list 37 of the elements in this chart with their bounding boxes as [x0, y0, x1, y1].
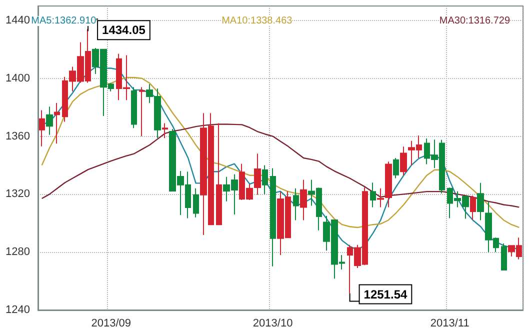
candlestick: [139, 86, 145, 137]
y-tick-label: 1240: [6, 304, 30, 316]
x-tick-label: 2013/11: [430, 318, 470, 329]
y-tick-label: 1320: [6, 188, 30, 200]
candlestick: [54, 102, 60, 144]
candlestick: [216, 122, 222, 226]
candlestick: [39, 110, 45, 147]
candlestick: [370, 182, 376, 208]
annotation: 1251.54: [364, 287, 408, 302]
candlestick: [393, 158, 399, 179]
text: MA30:1316.729: [439, 16, 510, 26]
candlestick: [300, 179, 307, 221]
candlestick: [377, 188, 384, 208]
candlestick: [385, 161, 392, 208]
text: MA5:1362.910: [31, 16, 97, 26]
text: MA10:1338.463: [222, 16, 293, 26]
candlestick: [262, 164, 268, 195]
candlestick: [193, 188, 199, 218]
x-tick-label: 2013/10: [252, 318, 293, 329]
candlestick: [400, 146, 407, 176]
candlestick: [477, 182, 484, 221]
y-tick-label: 1400: [6, 72, 30, 84]
x-tick-label: 2013/09: [91, 318, 132, 329]
y-tick-label: 1280: [6, 246, 30, 258]
candlestick: [270, 168, 276, 267]
candlestick: [501, 242, 507, 271]
candlestick: [46, 106, 53, 136]
line-series: [41, 124, 520, 208]
candlestick: [162, 122, 168, 139]
candlestick: [470, 195, 476, 220]
y-tick-label: 1440: [6, 14, 30, 26]
line-series: [41, 76, 520, 228]
candlestick: [131, 86, 137, 129]
candlestick: [293, 188, 299, 221]
annotation: 1434.05: [102, 23, 146, 38]
y-tick-label: 1360: [6, 130, 30, 142]
candlestick: [254, 153, 261, 196]
